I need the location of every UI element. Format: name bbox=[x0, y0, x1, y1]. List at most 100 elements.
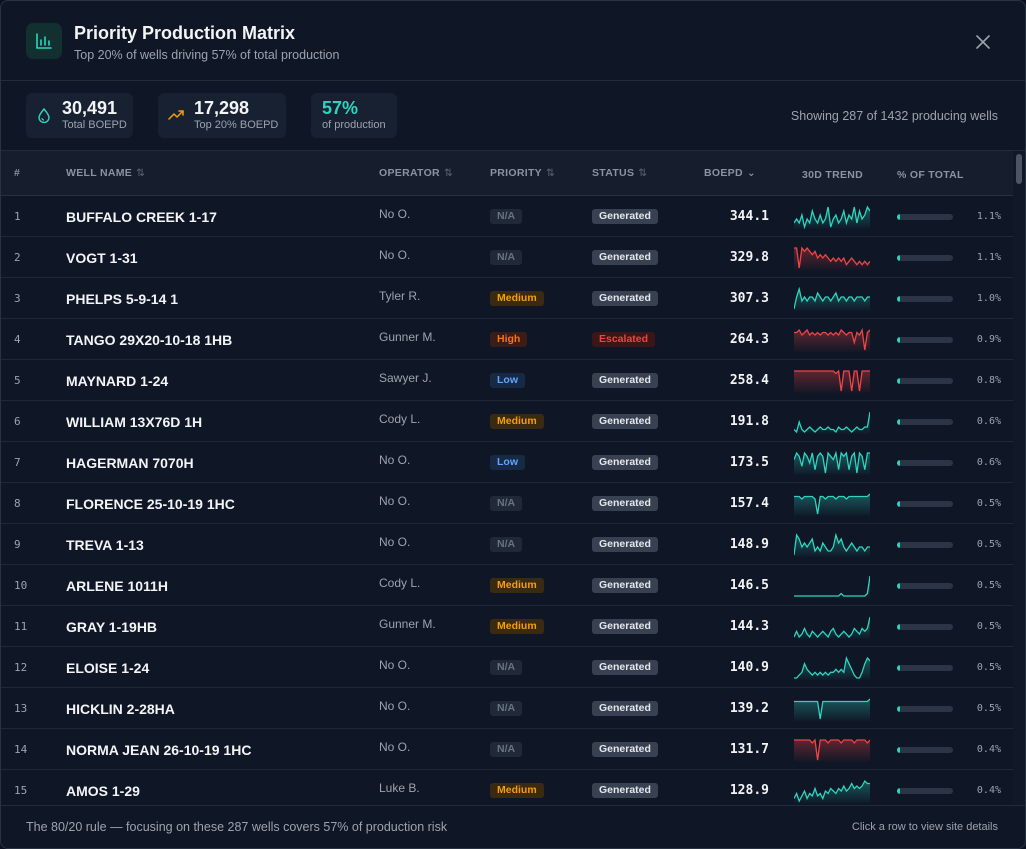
status-cell: Generated bbox=[592, 565, 658, 606]
column-header-status[interactable]: STATUS ⇅ bbox=[592, 167, 648, 179]
close-button[interactable] bbox=[971, 30, 995, 54]
table-row[interactable]: 12 ELOISE 1-24 No O. N/A Generated 140.9 0.5% bbox=[1, 647, 1013, 688]
boepd-value: 329.8 bbox=[729, 250, 769, 265]
sparkline-chart bbox=[794, 493, 870, 516]
sparkline-line bbox=[794, 655, 870, 679]
boepd-value: 140.9 bbox=[729, 660, 769, 675]
share-bar bbox=[897, 360, 953, 401]
well-name: MAYNARD 1-24 bbox=[66, 372, 169, 389]
operator-name: Cody L. bbox=[379, 411, 421, 426]
well-name: ELOISE 1-24 bbox=[66, 659, 150, 676]
sort-icon: ⇅ bbox=[443, 167, 454, 179]
sparkline-area bbox=[794, 329, 870, 352]
table-row[interactable]: 7 HAGERMAN 7070H No O. Low Generated 173.5 0.6… bbox=[1, 442, 1013, 483]
share-bar-fill bbox=[897, 336, 900, 343]
percent-of-total: 1.1% bbox=[976, 211, 1001, 222]
status-badge: Generated bbox=[592, 414, 658, 429]
status-badge: Generated bbox=[592, 291, 658, 306]
priority-cell: High bbox=[490, 319, 528, 360]
sparkline-area bbox=[794, 698, 870, 721]
percent-of-total: 1.0% bbox=[976, 293, 1001, 304]
row-index: 15 bbox=[14, 784, 28, 797]
well-name: HAGERMAN 7070H bbox=[66, 454, 194, 471]
operator-name: Tyler R. bbox=[379, 288, 421, 303]
status-badge: Escalated bbox=[592, 332, 656, 347]
trend-sparkline bbox=[794, 606, 870, 647]
table-scrollbar[interactable] bbox=[1013, 151, 1025, 805]
share-bar-track bbox=[897, 254, 953, 261]
status-cell: Generated bbox=[592, 483, 658, 524]
share-bar-fill bbox=[897, 254, 901, 261]
status-cell: Generated bbox=[592, 606, 658, 647]
table-row[interactable]: 11 GRAY 1-19HB Gunner M. Medium Generated 144… bbox=[1, 606, 1013, 647]
row-index: 9 bbox=[14, 538, 21, 551]
table-row[interactable]: 13 HICKLIN 2-28HA No O. N/A Generated 139.2 0.… bbox=[1, 688, 1013, 729]
share-bar-track bbox=[897, 459, 953, 466]
modal-header: Priority Production Matrix Top 20% of we… bbox=[1, 1, 1025, 81]
table-row[interactable]: 5 MAYNARD 1-24 Sawyer J. Low Generated 258.4 0… bbox=[1, 360, 1013, 401]
scrollbar-thumb[interactable] bbox=[1016, 154, 1022, 184]
status-badge: Generated bbox=[592, 619, 658, 634]
column-header-index: # bbox=[14, 167, 21, 179]
boepd-value: 307.3 bbox=[729, 291, 769, 306]
table-row[interactable]: 8 FLORENCE 25-10-19 1HC No O. N/A Generated 1… bbox=[1, 483, 1013, 524]
status-cell: Generated bbox=[592, 770, 658, 805]
table-row[interactable]: 2 VOGT 1-31 No O. N/A Generated 329.8 1.1% bbox=[1, 237, 1013, 278]
table-row[interactable]: 1 BUFFALO CREEK 1-17 No O. N/A Generated 344.… bbox=[1, 196, 1013, 237]
table-row[interactable]: 9 TREVA 1-13 No O. N/A Generated 148.9 0.5% bbox=[1, 524, 1013, 565]
operator-name: Luke B. bbox=[379, 780, 420, 795]
droplet-icon bbox=[36, 107, 54, 125]
priority-cell: Medium bbox=[490, 565, 544, 606]
sparkline-area bbox=[794, 493, 870, 516]
table-row[interactable]: 3 PHELPS 5-9-14 1 Tyler R. Medium Generated 3… bbox=[1, 278, 1013, 319]
column-header-boepd[interactable]: BOEPD ⌄ bbox=[704, 167, 756, 179]
percent-of-total: 0.5% bbox=[976, 621, 1001, 632]
priority-cell: N/A bbox=[490, 196, 523, 237]
sparkline-chart bbox=[794, 450, 870, 475]
table-row[interactable]: 10 ARLENE 1011H Cody L. Medium Generated 146.… bbox=[1, 565, 1013, 606]
sort-icon: ⇅ bbox=[546, 167, 556, 179]
status-badge: Generated bbox=[592, 660, 658, 675]
sparkline-line bbox=[794, 327, 870, 350]
table-row[interactable]: 14 NORMA JEAN 26-10-19 1HC No O. N/A Generat… bbox=[1, 729, 1013, 770]
sparkline-chart bbox=[794, 411, 870, 434]
share-bar-track bbox=[897, 213, 953, 220]
share-bar-fill bbox=[897, 213, 901, 220]
row-index: 2 bbox=[14, 251, 21, 264]
column-header-priority[interactable]: PRIORITY ⇅ bbox=[490, 167, 556, 179]
boepd-value: 344.1 bbox=[729, 209, 769, 224]
operator-name: No O. bbox=[379, 452, 411, 467]
share-bar-fill bbox=[897, 418, 900, 425]
boepd-value: 148.9 bbox=[729, 537, 769, 552]
sparkline-line bbox=[794, 369, 870, 391]
status-cell: Generated bbox=[592, 196, 658, 237]
priority-badge: Medium bbox=[490, 783, 544, 798]
trend-sparkline bbox=[794, 442, 870, 483]
table-row[interactable]: 15 AMOS 1-29 Luke B. Medium Generated 128.9 0.… bbox=[1, 770, 1013, 805]
share-bar-fill bbox=[897, 623, 900, 630]
column-header-well-name[interactable]: WELL NAME ⇅ bbox=[66, 167, 146, 179]
well-name: WILLIAM 13X76D 1H bbox=[66, 413, 203, 430]
status-badge: Generated bbox=[592, 537, 658, 552]
table-row[interactable]: 4 TANGO 29X20-10-18 1HB Gunner M. High Escal… bbox=[1, 319, 1013, 360]
sparkline-area bbox=[794, 206, 870, 229]
operator-name: Cody L. bbox=[379, 575, 421, 590]
share-bar-fill bbox=[897, 541, 900, 548]
share-bar bbox=[897, 729, 953, 770]
column-header-operator[interactable]: OPERATOR ⇅ bbox=[379, 167, 454, 179]
share-bar bbox=[897, 770, 953, 805]
modal-subtitle: Top 20% of wells driving 57% of total pr… bbox=[74, 48, 340, 62]
table-row[interactable]: 6 WILLIAM 13X76D 1H Cody L. Medium Generated… bbox=[1, 401, 1013, 442]
percent-of-total: 0.5% bbox=[976, 498, 1001, 509]
share-bar bbox=[897, 278, 953, 319]
well-name: PHELPS 5-9-14 1 bbox=[66, 290, 179, 307]
share-bar-fill bbox=[897, 746, 900, 753]
row-index: 11 bbox=[14, 620, 28, 633]
trend-sparkline bbox=[794, 319, 870, 360]
percent-of-total: 0.5% bbox=[976, 539, 1001, 550]
stat-total-boepd: 30,491 Total BOEPD bbox=[26, 93, 133, 138]
operator-name: No O. bbox=[379, 739, 411, 754]
priority-cell: N/A bbox=[490, 483, 523, 524]
share-bar-fill bbox=[897, 459, 900, 466]
well-name: ARLENE 1011H bbox=[66, 577, 168, 594]
